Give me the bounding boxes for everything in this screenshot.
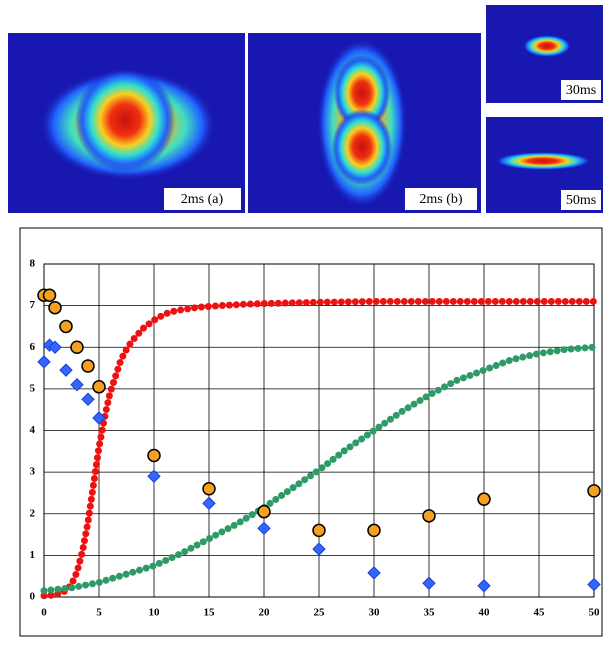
image-panel: 30ms: [486, 5, 603, 103]
point: [81, 359, 95, 373]
point: [257, 521, 271, 536]
point: [59, 363, 73, 377]
point: [70, 340, 84, 354]
dotted-curve: [40, 297, 598, 600]
x-tick-label: 25: [314, 607, 326, 619]
image-label: 50ms: [566, 193, 596, 208]
image-panel: 2ms (a): [8, 33, 245, 213]
x-tick-label: 35: [424, 607, 436, 619]
point: [202, 496, 216, 511]
y-tick-label: 0: [30, 591, 36, 603]
point: [422, 576, 436, 590]
x-tick-label: 30: [369, 607, 381, 619]
point: [202, 482, 216, 496]
y-tick-label: 4: [30, 424, 36, 436]
point: [48, 340, 62, 354]
y-tick-label: 2: [30, 507, 36, 519]
y-tick-label: 5: [30, 382, 36, 394]
y-tick-label: 8: [30, 258, 36, 270]
chart-frame: [19, 227, 603, 637]
x-tick-label: 50: [589, 607, 601, 619]
image-label: 2ms (b): [419, 192, 463, 207]
point: [422, 509, 436, 523]
point: [477, 492, 491, 506]
image-panel: 2ms (b): [248, 33, 481, 213]
point: [81, 392, 95, 406]
y-tick-label: 6: [30, 341, 36, 353]
point: [92, 380, 106, 394]
x-tick-label: 20: [259, 607, 271, 619]
x-tick-label: 40: [479, 607, 491, 619]
x-tick-label: 0: [41, 607, 47, 619]
point: [70, 378, 84, 392]
point: [587, 484, 601, 498]
point: [92, 411, 106, 425]
y-tick-label: 7: [30, 299, 36, 311]
point: [367, 523, 381, 538]
image-panel: 50ms: [486, 117, 603, 213]
y-tick-label: 3: [30, 466, 36, 478]
point: [147, 469, 161, 483]
x-tick-label: 5: [96, 607, 102, 619]
image-label: 2ms (a): [181, 192, 224, 207]
point: [477, 579, 491, 593]
point: [257, 504, 271, 519]
x-tick-label: 15: [204, 607, 216, 619]
point: [312, 542, 326, 556]
point: [367, 566, 381, 580]
point: [587, 577, 601, 592]
point: [42, 288, 57, 302]
point: [48, 300, 62, 315]
dotted-curve: [40, 343, 598, 595]
point: [312, 523, 326, 538]
x-tick-label: 45: [534, 607, 546, 619]
y-tick-label: 1: [30, 549, 36, 561]
point: [37, 355, 51, 369]
point: [147, 448, 161, 463]
x-tick-label: 10: [149, 607, 161, 619]
point: [59, 319, 73, 334]
image-label: 30ms: [566, 83, 596, 98]
